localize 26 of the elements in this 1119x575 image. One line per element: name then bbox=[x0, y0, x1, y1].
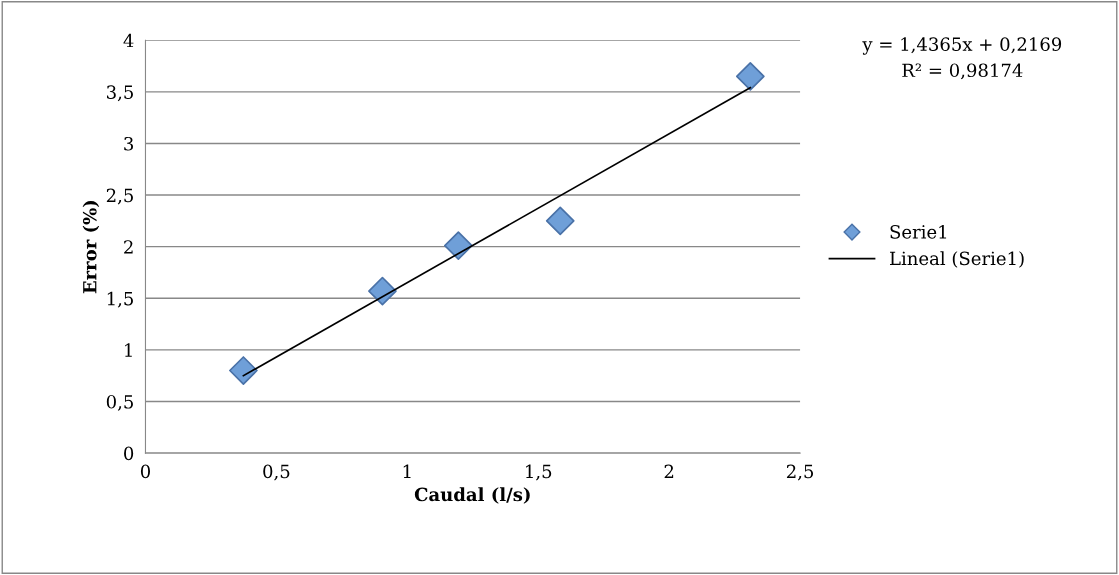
y-tick-label: 4 bbox=[123, 33, 134, 48]
point bbox=[545, 206, 575, 236]
point bbox=[368, 276, 397, 306]
legend-label: Serie1 bbox=[890, 225, 947, 239]
y-tick-label: 0 bbox=[124, 446, 134, 461]
x-tick-label: 1 bbox=[403, 464, 411, 478]
y-tick-label: 1,5 bbox=[107, 291, 133, 308]
point bbox=[444, 231, 473, 261]
x-tick-label: 0,5 bbox=[263, 464, 290, 481]
y-tick-label: 0,5 bbox=[106, 394, 133, 411]
legend-label: Lineal (Serie1) bbox=[890, 251, 1024, 268]
text: y = 1,4365x + 0,2169 bbox=[862, 37, 1062, 55]
y-tick-label: 3,5 bbox=[107, 85, 133, 102]
y-tick-label: 1 bbox=[125, 343, 132, 357]
x-axis-title: Caudal (l/s) bbox=[414, 487, 530, 504]
x-tick-label: 1,5 bbox=[526, 464, 552, 481]
y-tick-label: 2 bbox=[124, 240, 133, 254]
y-axis-title: Error (%) bbox=[82, 200, 100, 294]
point bbox=[229, 356, 258, 385]
y-tick-label: 2,5 bbox=[106, 188, 133, 205]
y-tick-label: 3 bbox=[124, 136, 134, 151]
x-tick-label: 0 bbox=[140, 464, 151, 479]
x-tick-label: 2 bbox=[664, 464, 674, 478]
text: R² = 0,98174 bbox=[902, 63, 1023, 80]
point bbox=[735, 62, 765, 91]
x-tick-label: 2,5 bbox=[786, 464, 814, 481]
